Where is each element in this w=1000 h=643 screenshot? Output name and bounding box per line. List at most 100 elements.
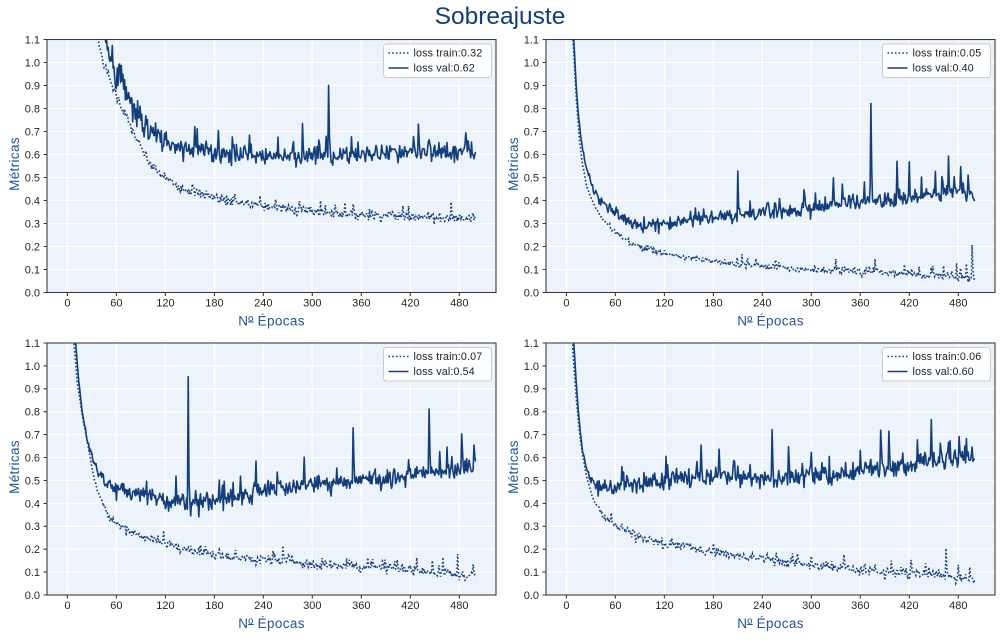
svg-text:Nº Épocas: Nº Épocas <box>238 314 305 329</box>
svg-text:300: 300 <box>802 298 820 310</box>
svg-text:0.0: 0.0 <box>25 287 40 299</box>
svg-text:240: 240 <box>254 600 272 612</box>
svg-text:0.5: 0.5 <box>25 172 40 184</box>
svg-text:0.4: 0.4 <box>25 498 40 510</box>
svg-text:0.2: 0.2 <box>524 241 539 253</box>
svg-text:0.7: 0.7 <box>25 126 40 138</box>
svg-text:0.5: 0.5 <box>524 475 539 487</box>
svg-text:0.2: 0.2 <box>25 544 40 556</box>
svg-text:0.9: 0.9 <box>524 384 539 396</box>
svg-text:0.5: 0.5 <box>25 475 40 487</box>
svg-text:0.9: 0.9 <box>524 80 539 92</box>
svg-text:60: 60 <box>609 600 621 612</box>
svg-text:240: 240 <box>254 298 272 310</box>
svg-text:0.9: 0.9 <box>25 384 40 396</box>
svg-text:0.1: 0.1 <box>524 567 539 579</box>
svg-text:loss train:0.32: loss train:0.32 <box>414 48 483 60</box>
svg-text:loss val:0.62: loss val:0.62 <box>414 63 475 75</box>
svg-text:0.3: 0.3 <box>524 218 539 230</box>
svg-text:Métricas: Métricas <box>7 137 22 191</box>
svg-text:0.7: 0.7 <box>25 430 40 442</box>
svg-text:1.0: 1.0 <box>25 57 40 69</box>
svg-text:480: 480 <box>949 298 967 310</box>
svg-text:480: 480 <box>450 298 468 310</box>
svg-text:Métricas: Métricas <box>7 440 22 494</box>
svg-text:0.1: 0.1 <box>25 567 40 579</box>
svg-text:0.3: 0.3 <box>25 521 40 533</box>
svg-text:60: 60 <box>110 298 122 310</box>
svg-text:loss train:0.07: loss train:0.07 <box>414 351 483 363</box>
svg-text:420: 420 <box>401 298 419 310</box>
svg-text:loss train:0.05: loss train:0.05 <box>913 48 982 60</box>
svg-text:300: 300 <box>802 600 820 612</box>
svg-text:420: 420 <box>401 600 419 612</box>
svg-text:480: 480 <box>450 600 468 612</box>
svg-text:0.6: 0.6 <box>524 149 539 161</box>
svg-text:1.1: 1.1 <box>524 34 539 46</box>
svg-text:1.0: 1.0 <box>25 361 40 373</box>
svg-text:180: 180 <box>704 298 722 310</box>
svg-text:1.1: 1.1 <box>25 34 40 46</box>
svg-text:0.1: 0.1 <box>524 264 539 276</box>
svg-text:360: 360 <box>851 298 869 310</box>
svg-text:0.6: 0.6 <box>25 149 40 161</box>
svg-text:300: 300 <box>303 298 321 310</box>
svg-text:Sobreajuste: Sobreajuste <box>435 3 566 30</box>
svg-text:420: 420 <box>900 600 918 612</box>
svg-text:0.8: 0.8 <box>524 407 539 419</box>
svg-text:1.0: 1.0 <box>524 361 539 373</box>
svg-text:360: 360 <box>851 600 869 612</box>
svg-text:240: 240 <box>753 298 771 310</box>
svg-text:0: 0 <box>64 298 70 310</box>
svg-text:1.0: 1.0 <box>524 57 539 69</box>
svg-text:0.6: 0.6 <box>25 452 40 464</box>
svg-text:360: 360 <box>352 600 370 612</box>
svg-text:0.2: 0.2 <box>25 241 40 253</box>
svg-text:1.1: 1.1 <box>524 338 539 350</box>
svg-text:480: 480 <box>949 600 967 612</box>
svg-text:0.1: 0.1 <box>25 264 40 276</box>
svg-text:180: 180 <box>704 600 722 612</box>
svg-text:180: 180 <box>205 298 223 310</box>
svg-text:60: 60 <box>110 600 122 612</box>
svg-text:Nº Épocas: Nº Épocas <box>737 616 804 631</box>
svg-text:120: 120 <box>655 298 673 310</box>
svg-text:420: 420 <box>900 298 918 310</box>
svg-text:0.4: 0.4 <box>524 195 539 207</box>
svg-text:0.0: 0.0 <box>524 287 539 299</box>
svg-text:Métricas: Métricas <box>506 440 521 494</box>
svg-text:240: 240 <box>753 600 771 612</box>
svg-text:120: 120 <box>655 600 673 612</box>
svg-text:0: 0 <box>563 298 569 310</box>
svg-text:loss val:0.40: loss val:0.40 <box>913 63 974 75</box>
svg-text:loss val:0.60: loss val:0.60 <box>913 366 974 378</box>
svg-text:0: 0 <box>563 600 569 612</box>
svg-text:1.1: 1.1 <box>25 338 40 350</box>
svg-text:120: 120 <box>156 298 174 310</box>
svg-text:Métricas: Métricas <box>506 137 521 191</box>
svg-text:loss val:0.54: loss val:0.54 <box>414 366 475 378</box>
svg-text:0.0: 0.0 <box>25 590 40 602</box>
svg-text:60: 60 <box>609 298 621 310</box>
svg-text:0.8: 0.8 <box>25 103 40 115</box>
svg-text:0.5: 0.5 <box>524 172 539 184</box>
svg-text:300: 300 <box>303 600 321 612</box>
svg-text:120: 120 <box>156 600 174 612</box>
svg-text:0.4: 0.4 <box>25 195 40 207</box>
svg-text:360: 360 <box>352 298 370 310</box>
svg-text:loss train:0.06: loss train:0.06 <box>913 351 982 363</box>
svg-text:0.7: 0.7 <box>524 126 539 138</box>
svg-text:0.3: 0.3 <box>25 218 40 230</box>
svg-text:0.2: 0.2 <box>524 544 539 556</box>
svg-text:Nº Épocas: Nº Épocas <box>238 616 305 631</box>
svg-text:0.8: 0.8 <box>524 103 539 115</box>
svg-text:0: 0 <box>64 600 70 612</box>
svg-text:0.7: 0.7 <box>524 430 539 442</box>
svg-text:0.0: 0.0 <box>524 590 539 602</box>
svg-text:0.3: 0.3 <box>524 521 539 533</box>
svg-text:0.9: 0.9 <box>25 80 40 92</box>
svg-text:0.4: 0.4 <box>524 498 539 510</box>
svg-text:0.6: 0.6 <box>524 452 539 464</box>
svg-text:180: 180 <box>205 600 223 612</box>
svg-text:Nº Épocas: Nº Épocas <box>737 314 804 329</box>
